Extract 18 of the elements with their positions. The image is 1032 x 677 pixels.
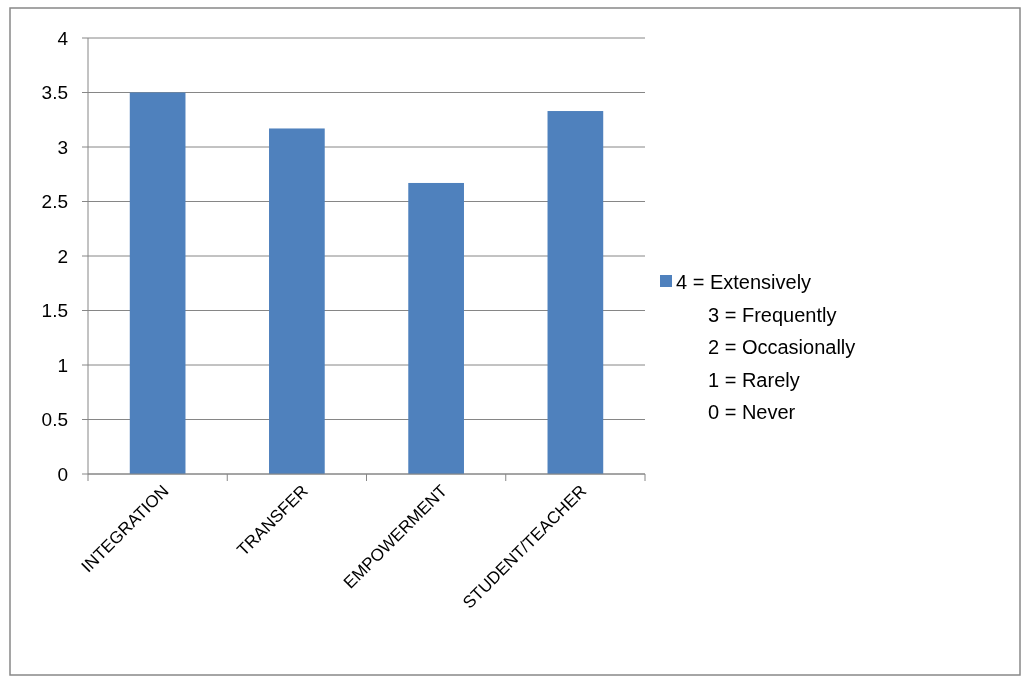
text: 3 = Frequently — [708, 303, 837, 326]
y-tick-label: 3.5 — [41, 82, 68, 104]
y-tick-label: 0 — [57, 463, 68, 485]
bar — [408, 182, 464, 474]
y-tick-label: 3 — [57, 136, 68, 158]
y-tick-label: 1 — [57, 354, 68, 376]
bar — [269, 128, 325, 474]
bar — [129, 92, 186, 474]
bar — [547, 111, 604, 474]
y-tick-label: 2.5 — [41, 191, 68, 213]
legend-label: 4 = Extensively — [676, 271, 812, 293]
text: 0 = Never — [708, 401, 796, 423]
y-tick-label: 1.5 — [41, 300, 68, 322]
y-tick-label: 0.5 — [41, 409, 68, 431]
y-tick-label: 4 — [57, 27, 69, 49]
y-tick-label: 2 — [57, 245, 68, 267]
text: 1 = Rarely — [708, 368, 800, 391]
text: 2 = Occasionally — [708, 336, 856, 358]
